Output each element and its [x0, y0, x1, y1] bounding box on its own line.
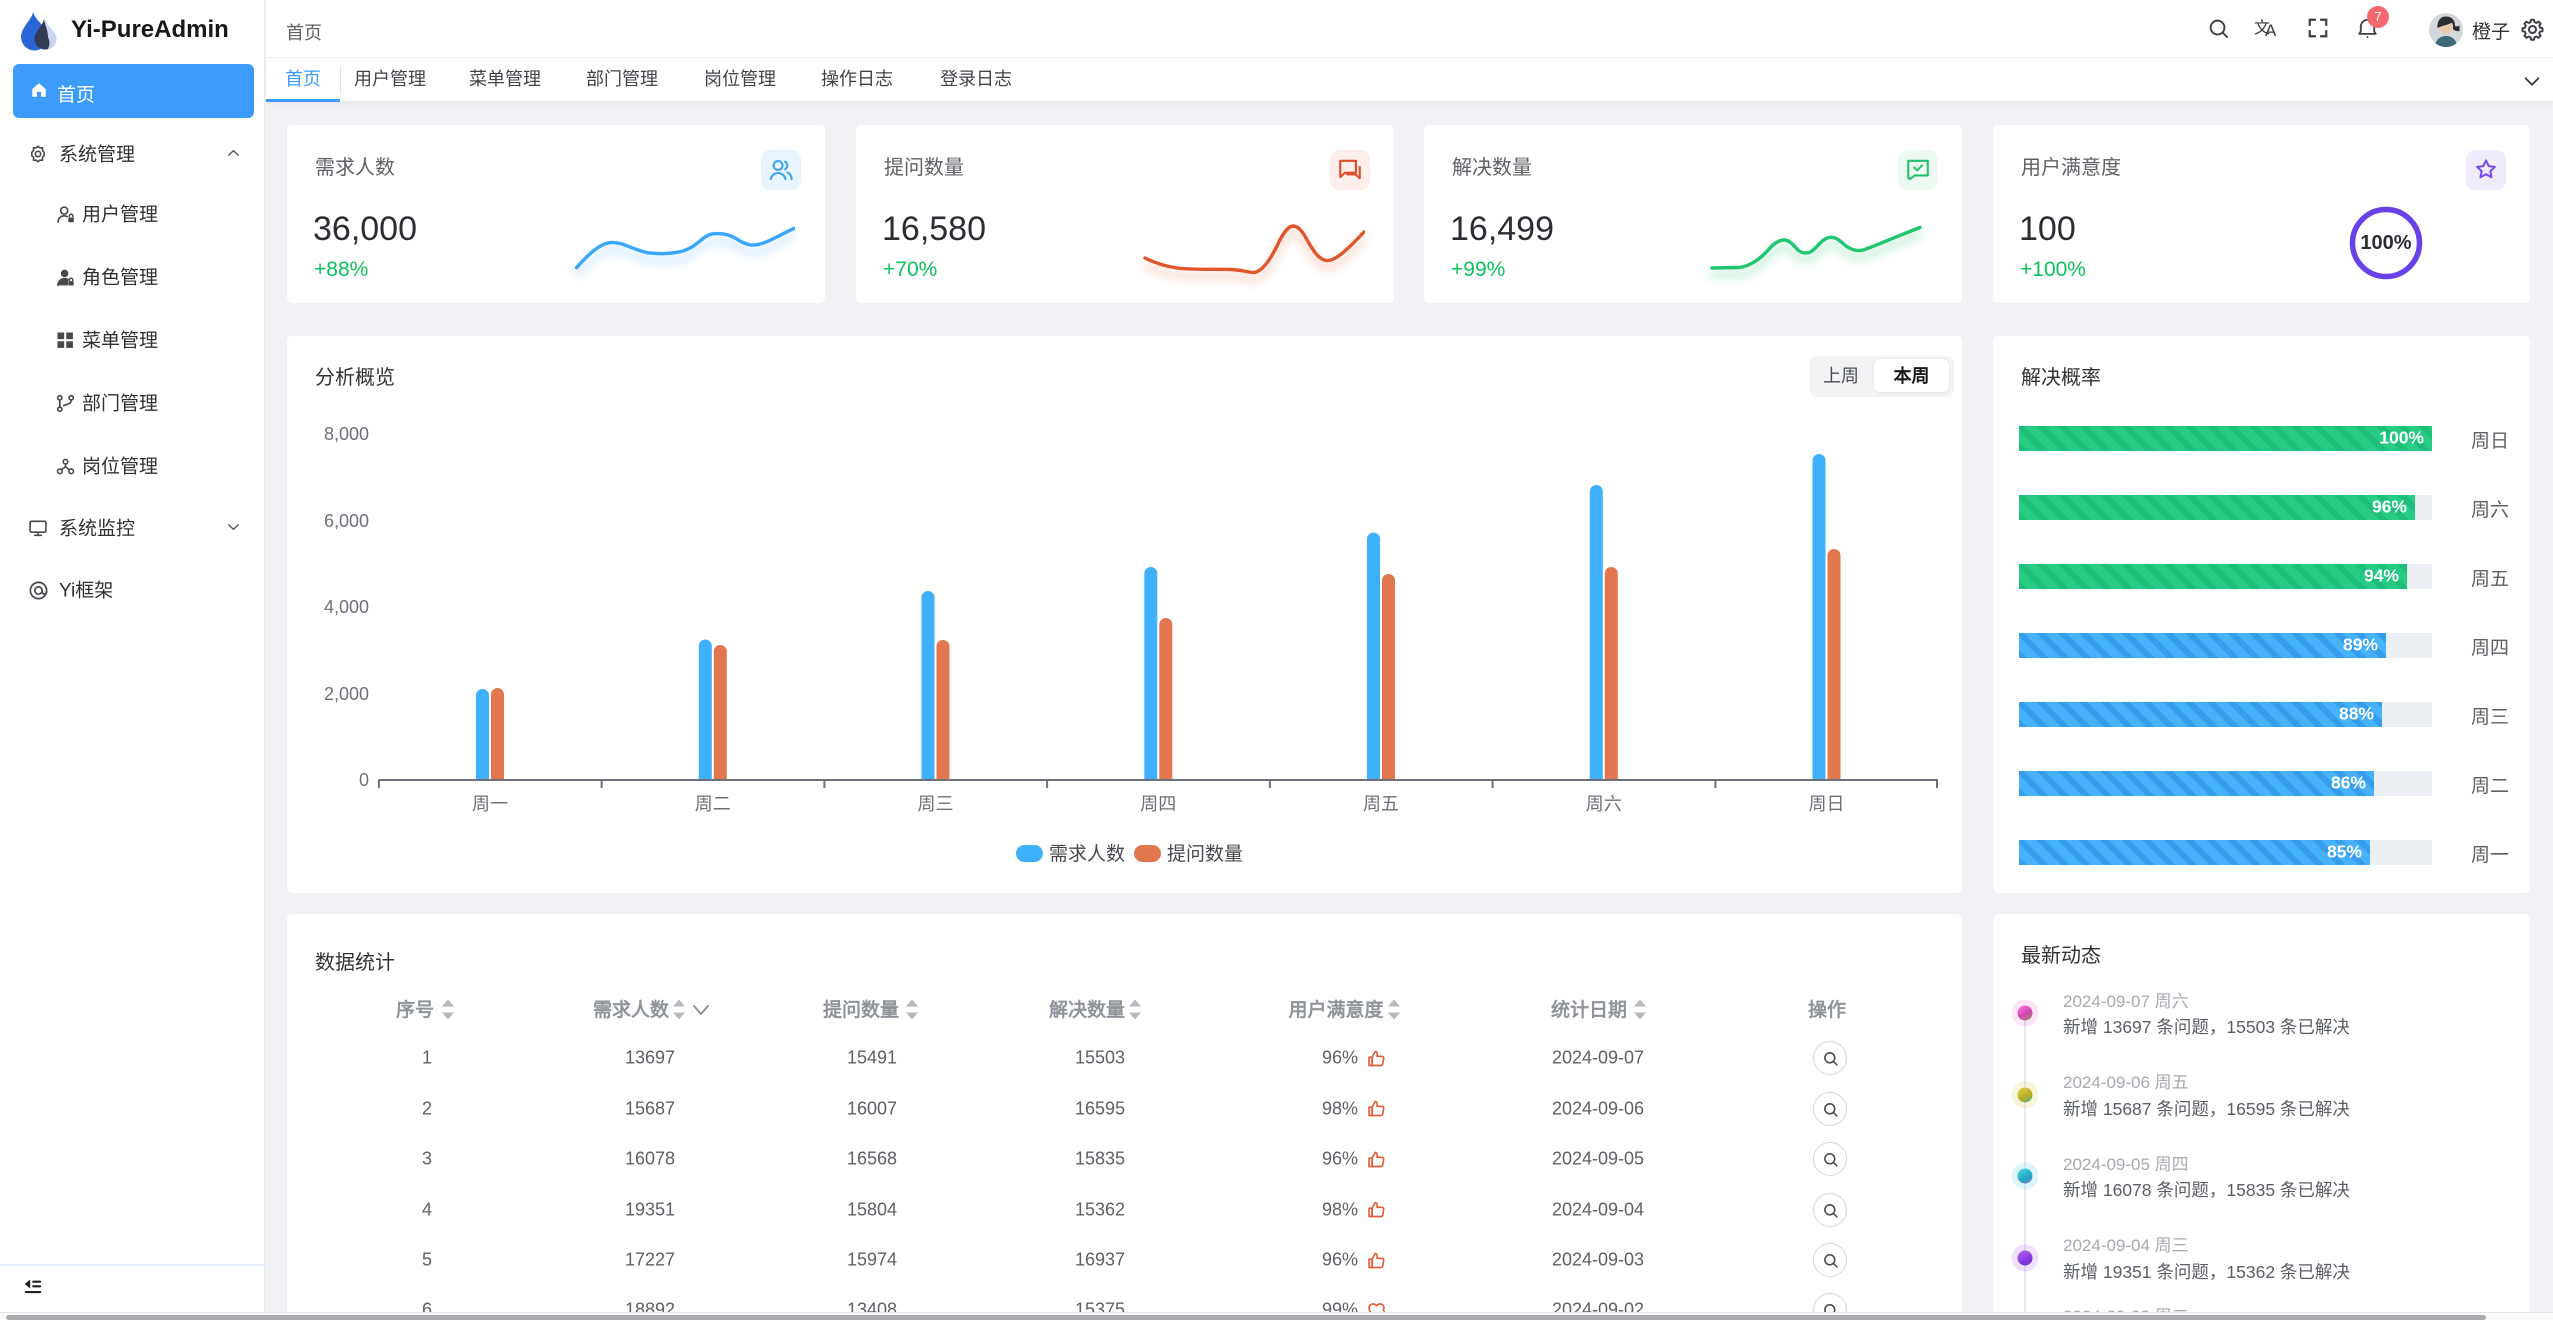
svg-text:周二: 周二 — [695, 794, 731, 814]
svg-text:周四: 周四 — [1140, 794, 1176, 814]
svg-text:周一: 周一 — [472, 794, 508, 814]
svg-text:2,000: 2,000 — [324, 684, 369, 704]
svg-text:周六: 周六 — [1586, 794, 1622, 814]
svg-text:提问数量: 提问数量 — [823, 998, 899, 1021]
svg-text:提问数量: 提问数量 — [1167, 843, 1243, 865]
svg-text:统计日期: 统计日期 — [1551, 998, 1627, 1021]
svg-text:需求人数: 需求人数 — [593, 998, 670, 1021]
svg-text:周日: 周日 — [1809, 794, 1845, 814]
svg-text:需求人数: 需求人数 — [1049, 843, 1125, 865]
svg-text:0: 0 — [359, 770, 369, 790]
svg-text:序号: 序号 — [396, 998, 434, 1021]
svg-text:周五: 周五 — [1363, 794, 1399, 814]
svg-text:周三: 周三 — [918, 794, 954, 814]
svg-text:8,000: 8,000 — [324, 424, 369, 444]
svg-text:用户满意度: 用户满意度 — [1288, 998, 1384, 1021]
svg-text:解决数量: 解决数量 — [1049, 998, 1125, 1021]
svg-text:4,000: 4,000 — [324, 597, 369, 617]
svg-text:6,000: 6,000 — [324, 511, 369, 531]
svg-text:操作: 操作 — [1808, 998, 1846, 1021]
